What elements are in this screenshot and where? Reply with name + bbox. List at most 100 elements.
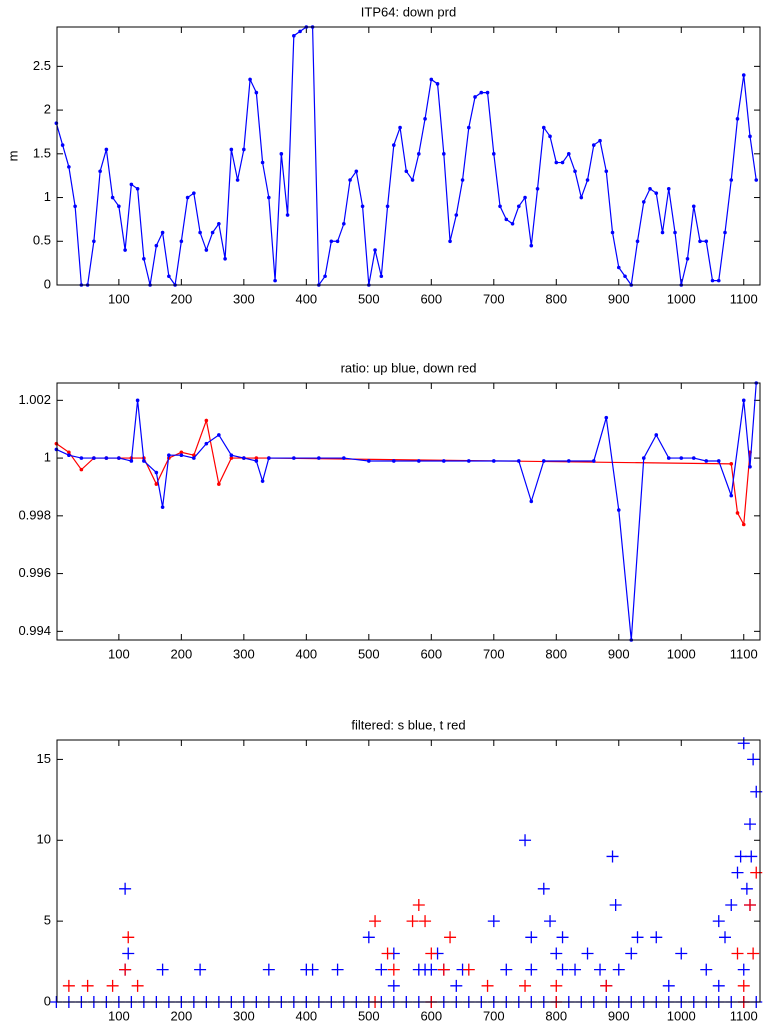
data-point [585, 178, 590, 182]
data-point [160, 505, 165, 509]
plus-marker [737, 737, 750, 750]
axes-box [56, 26, 761, 286]
data-point [666, 186, 671, 191]
x-tick-label: 700 [483, 1008, 505, 1023]
x-tick-label: 300 [233, 646, 255, 661]
data-point [160, 230, 165, 235]
x-tick-label: 100 [108, 1008, 130, 1023]
data-point [710, 278, 715, 283]
plus-marker [519, 834, 532, 847]
plus-marker [737, 963, 750, 976]
y-tick-label: 10 [37, 832, 51, 847]
data-point [485, 90, 490, 95]
plus-marker [719, 931, 732, 944]
data-point [641, 456, 646, 460]
plus-marker [131, 979, 144, 992]
x-tick-label: 1000 [667, 291, 696, 306]
x-tick-label: 800 [545, 291, 567, 306]
y-tick-label: 2.5 [33, 58, 51, 73]
data-point [591, 459, 596, 463]
data-point [566, 152, 571, 156]
y-tick-label: 0.5 [33, 233, 51, 248]
data-point [135, 186, 140, 191]
plus-marker [106, 979, 119, 992]
plus-marker [550, 947, 563, 960]
y-tick-label: 0 [44, 276, 51, 291]
data-point [516, 204, 521, 209]
plus-marker [122, 947, 135, 960]
data-point [348, 178, 352, 182]
data-point [292, 33, 296, 38]
data-point [223, 256, 227, 261]
data-point [448, 239, 452, 244]
data-point [335, 239, 340, 244]
data-point [67, 453, 71, 457]
x-tick-label: 400 [295, 646, 317, 661]
x-tick-label: 800 [545, 1008, 567, 1023]
y-tick-label: 2 [44, 102, 51, 117]
plus-marker [725, 898, 738, 911]
data-point [110, 195, 115, 200]
plus-marker [412, 898, 425, 911]
data-point [192, 456, 196, 460]
plus-marker [62, 979, 75, 992]
data-point [92, 239, 96, 244]
data-point [748, 134, 752, 139]
data-point [185, 195, 190, 200]
plus-marker [425, 947, 438, 960]
data-point [741, 522, 746, 527]
data-point [604, 169, 609, 174]
data-point [292, 456, 296, 460]
plus-marker [119, 963, 132, 976]
x-tick-label: 900 [608, 1008, 630, 1023]
data-point [616, 508, 621, 512]
x-tick-label: 700 [483, 646, 505, 661]
data-point [267, 195, 271, 200]
data-point [317, 456, 321, 460]
plus-marker [606, 850, 619, 863]
y-tick-label: 1 [44, 450, 51, 465]
plus-marker [737, 979, 750, 992]
y-tick-label: 5 [44, 913, 51, 928]
data-point [129, 459, 134, 463]
plus-marker [387, 979, 400, 992]
x-tick-label: 1100 [730, 646, 758, 661]
data-point [654, 191, 659, 195]
data-point [279, 152, 284, 156]
chart-title: ratio: up blue, down red [341, 360, 477, 375]
plus-marker [387, 963, 400, 976]
plus-marker [700, 963, 713, 976]
data-point [729, 462, 734, 466]
plus-marker [500, 963, 513, 976]
plus-marker [744, 818, 757, 831]
x-tick-label: 300 [233, 1008, 255, 1023]
data-point [729, 493, 734, 498]
plus-marker [609, 898, 622, 911]
data-point [360, 204, 365, 209]
data-point [648, 186, 652, 191]
data-point [723, 230, 727, 235]
plus-marker [731, 866, 744, 879]
data-point [654, 433, 659, 437]
data-point [610, 230, 615, 235]
data-point [541, 125, 546, 130]
data-point [104, 147, 109, 152]
data-point [473, 95, 477, 99]
plus-marker [462, 963, 475, 976]
plus-marker [381, 947, 394, 960]
y-axis-label: m [5, 151, 20, 162]
data-point [754, 178, 759, 182]
plus-marker [550, 979, 563, 992]
data-point [123, 248, 127, 252]
data-point [142, 256, 146, 261]
data-point [92, 456, 96, 460]
data-point [79, 456, 84, 460]
data-point [735, 117, 740, 121]
plus-marker [419, 915, 432, 928]
data-point [691, 456, 696, 460]
data-point [666, 456, 671, 460]
x-tick-label: 900 [608, 291, 630, 306]
plus-marker [612, 963, 625, 976]
plus-marker [437, 963, 450, 976]
data-point [516, 459, 521, 463]
